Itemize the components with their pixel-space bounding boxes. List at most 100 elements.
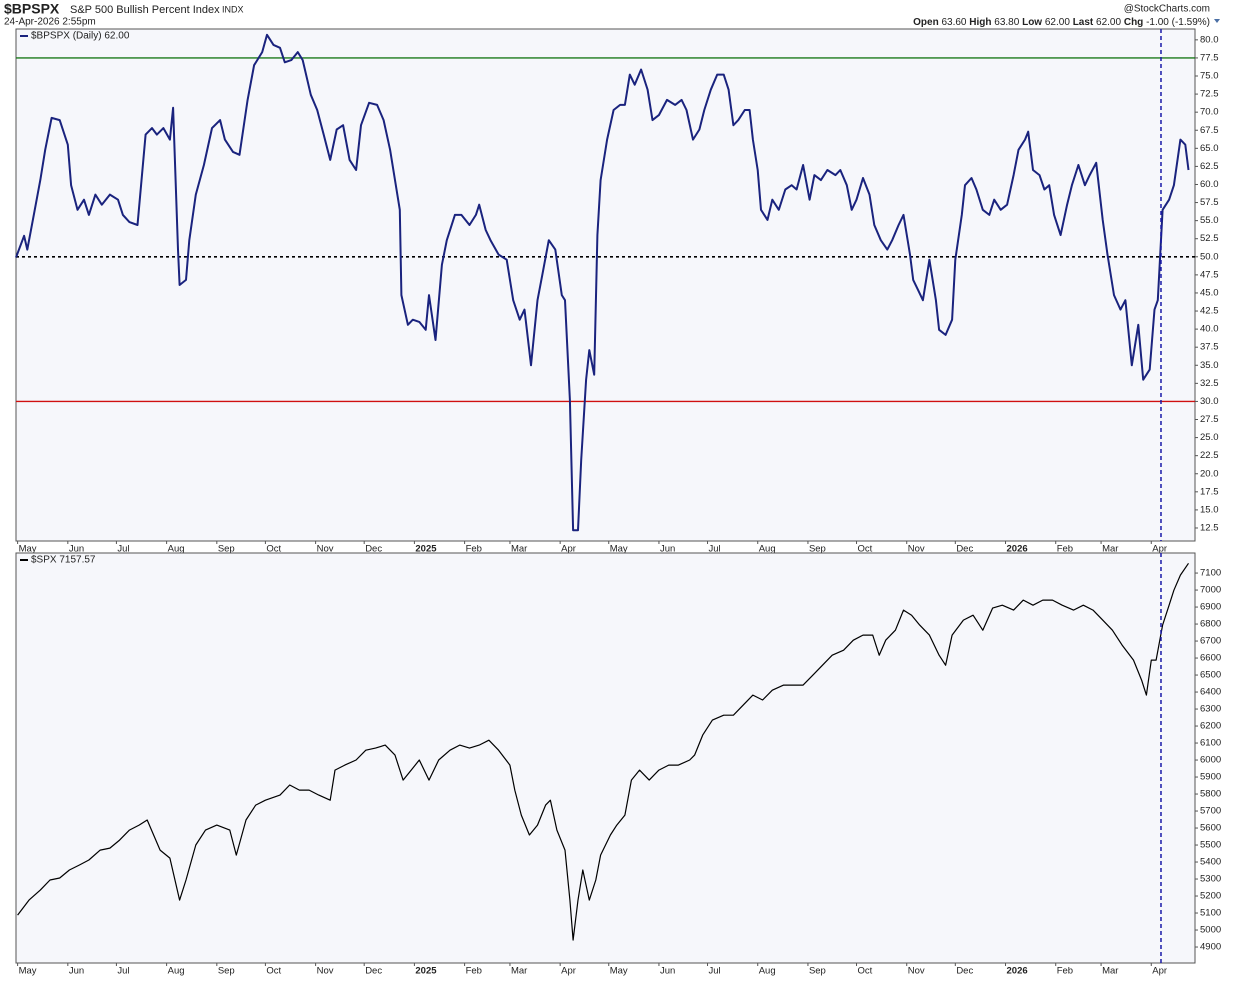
x-tick-label: Oct [858,544,873,555]
x-tick-label: Mar [1102,544,1118,555]
x-tick-label: Aug [759,544,776,555]
y-tick-label: 5300 [1200,874,1221,885]
x-tick-label: Jun [69,544,84,555]
x-tick-label: Jun [69,966,84,977]
y-tick-label: 6500 [1200,670,1221,681]
x-tick-label: Sep [218,544,235,555]
y-tick-label: 5600 [1200,823,1221,834]
y-tick-label: 25.0 [1200,432,1219,443]
x-tick-label: 2025 [415,544,437,555]
y-tick-label: 5900 [1200,772,1221,783]
y-tick-label: 47.5 [1200,269,1219,280]
quote-label: Open [913,17,939,28]
y-tick-label: 6300 [1200,704,1221,715]
y-tick-label: 27.5 [1200,414,1219,425]
quote-value: 63.60 [941,17,966,28]
y-tick-label: 6200 [1200,721,1221,732]
y-tick-label: 6900 [1200,602,1221,613]
x-tick-label: Jun [660,544,675,555]
y-tick-label: 60.0 [1200,179,1219,190]
x-tick-label: Nov [317,544,334,555]
x-tick-label: Nov [317,966,334,977]
quote-label: Last [1073,17,1094,28]
quote: Open 63.60 High 63.80 Low 62.00 Last 62.… [913,17,1210,28]
y-tick-label: 5500 [1200,840,1221,851]
series-line [17,562,1189,941]
y-tick-label: 7000 [1200,585,1221,596]
y-tick-label: 72.5 [1200,89,1219,100]
x-tick-label: Sep [809,966,826,977]
quote-label: Chg [1124,17,1143,28]
x-tick-label: Feb [1057,544,1073,555]
quote-value: 62.00 [1045,17,1070,28]
quote-label: Low [1022,17,1042,28]
y-tick-label: 6100 [1200,738,1221,749]
x-tick-label: Dec [365,544,382,555]
y-tick-label: 22.5 [1200,450,1219,461]
y-tick-label: 42.5 [1200,306,1219,317]
x-tick-label: Jul [117,966,129,977]
x-tick-label: May [610,544,628,555]
x-tick-label: May [19,966,37,977]
dropdown-arrow[interactable] [1214,19,1220,23]
x-tick-label: Sep [809,544,826,555]
y-tick-label: 40.0 [1200,324,1219,335]
y-tick-label: 7100 [1200,568,1221,579]
y-tick-label: 5200 [1200,891,1221,902]
y-tick-label: 6800 [1200,619,1221,630]
plot-area [15,28,1196,542]
y-tick-label: 30.0 [1200,396,1219,407]
legend-label: $SPX 7157.57 [31,555,96,566]
x-tick-label: May [19,544,37,555]
series-line [15,33,1190,532]
y-tick-label: 6700 [1200,636,1221,647]
x-tick-label: Nov [908,966,925,977]
x-tick-label: Jul [709,544,721,555]
y-tick-label: 77.5 [1200,52,1219,63]
quote-value: 62.00 [1096,17,1121,28]
y-tick-label: 6000 [1200,755,1221,766]
x-tick-label: Dec [956,966,973,977]
quote-value: -1.00 (-1.59%) [1146,17,1210,28]
y-tick-label: 5400 [1200,857,1221,868]
x-tick-label: Feb [466,544,482,555]
y-tick-label: 75.0 [1200,71,1219,82]
x-tick-label: Jun [660,966,675,977]
x-tick-label: Mar [511,966,527,977]
symbol: $BPSPX [4,1,60,17]
quote-value: 63.80 [994,17,1019,28]
x-tick-label: Dec [365,966,382,977]
y-tick-label: 32.5 [1200,378,1219,389]
legend-label: $BPSPX (Daily) 62.00 [31,31,130,42]
x-tick-label: 2026 [1007,544,1028,555]
y-tick-label: 52.5 [1200,233,1219,244]
x-tick-label: Aug [168,544,185,555]
y-tick-label: 12.5 [1200,522,1219,533]
x-tick-label: Apr [1152,966,1167,977]
x-tick-label: Oct [266,966,281,977]
y-tick-label: 6600 [1200,653,1221,664]
y-tick-label: 5100 [1200,908,1221,919]
exchange: INDX [222,4,244,14]
x-tick-label: Apr [1152,544,1167,555]
y-tick-label: 45.0 [1200,287,1219,298]
x-tick-label: Nov [908,544,925,555]
y-tick-label: 80.0 [1200,34,1219,45]
y-tick-label: 5000 [1200,925,1221,936]
x-tick-label: Sep [218,966,235,977]
x-tick-label: Feb [1057,966,1073,977]
brand: @StockCharts.com [1124,4,1210,15]
y-tick-label: 4900 [1200,942,1221,953]
y-tick-label: 37.5 [1200,342,1219,353]
x-tick-label: Apr [561,544,576,555]
x-tick-label: Apr [561,966,576,977]
y-tick-label: 17.5 [1200,486,1219,497]
quote-label: High [969,17,991,28]
x-tick-label: Mar [1102,966,1118,977]
y-tick-label: 67.5 [1200,125,1219,136]
y-tick-label: 35.0 [1200,360,1219,371]
x-tick-label: Oct [858,966,873,977]
y-tick-label: 62.5 [1200,161,1219,172]
